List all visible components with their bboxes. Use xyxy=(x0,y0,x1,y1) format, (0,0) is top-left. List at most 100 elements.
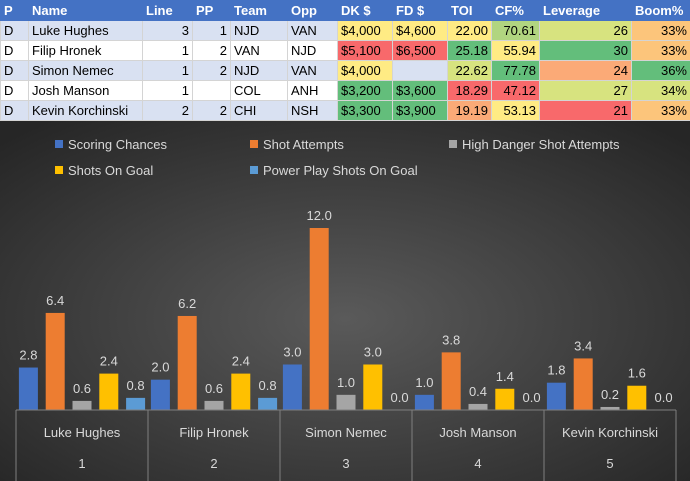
cell-cf[interactable]: 53.13 xyxy=(491,100,540,121)
cell-toi[interactable]: 19.19 xyxy=(447,100,492,121)
cell-p[interactable]: D xyxy=(0,60,29,81)
bar-high-danger-shot-attempts-simon-nemec[interactable] xyxy=(336,394,356,410)
bar-scoring-chances-kevin-korchinski[interactable] xyxy=(546,382,566,410)
cell-dk[interactable]: $5,100 xyxy=(337,40,393,61)
cell-cf[interactable]: 55.94 xyxy=(491,40,540,61)
cell-leverage[interactable]: 24 xyxy=(539,60,632,81)
cell-boom[interactable]: 36% xyxy=(631,60,690,81)
cell-boom[interactable]: 33% xyxy=(631,100,690,121)
cell-boom[interactable]: 33% xyxy=(631,40,690,61)
cell-p[interactable]: D xyxy=(0,40,29,61)
bar-high-danger-shot-attempts-josh-manson[interactable] xyxy=(468,403,488,410)
cell-pp[interactable]: 2 xyxy=(192,40,231,61)
bar-shot-attempts-josh-manson[interactable] xyxy=(441,352,461,410)
cell-opp[interactable]: VAN xyxy=(287,60,338,81)
cell-toi[interactable]: 18.29 xyxy=(447,80,492,101)
cell-pp[interactable] xyxy=(192,80,231,101)
cell-leverage[interactable]: 21 xyxy=(539,100,632,121)
col-header-opp[interactable]: Opp xyxy=(287,0,338,21)
cell-leverage[interactable]: 26 xyxy=(539,20,632,41)
legend-item-shots-on-goal[interactable]: Shots On Goal xyxy=(55,163,153,178)
bar-high-danger-shot-attempts-kevin-korchinski[interactable] xyxy=(600,406,620,410)
cell-pp[interactable]: 1 xyxy=(192,20,231,41)
col-header-cf[interactable]: CF% xyxy=(491,0,540,21)
cell-line[interactable]: 1 xyxy=(142,60,193,81)
cell-name[interactable]: Kevin Korchinski xyxy=(28,100,143,121)
cell-team[interactable]: NJD xyxy=(230,20,288,41)
cell-name[interactable]: Filip Hronek xyxy=(28,40,143,61)
cell-toi[interactable]: 22.62 xyxy=(447,60,492,81)
legend-item-shot-attempts[interactable]: Shot Attempts xyxy=(250,137,344,152)
cell-leverage[interactable]: 30 xyxy=(539,40,632,61)
cell-cf[interactable]: 70.61 xyxy=(491,20,540,41)
cell-line[interactable]: 3 xyxy=(142,20,193,41)
cell-team[interactable]: CHI xyxy=(230,100,288,121)
bar-shots-on-goal-luke-hughes[interactable] xyxy=(99,373,119,410)
cell-fd[interactable]: $3,900 xyxy=(392,100,448,121)
cell-team[interactable]: COL xyxy=(230,80,288,101)
col-header-leverage[interactable]: Leverage xyxy=(539,0,632,21)
cell-cf[interactable]: 77.78 xyxy=(491,60,540,81)
col-header-pp[interactable]: PP xyxy=(192,0,231,21)
cell-opp[interactable]: ANH xyxy=(287,80,338,101)
bar-scoring-chances-josh-manson[interactable] xyxy=(414,394,434,410)
col-header-dk[interactable]: DK $ xyxy=(337,0,393,21)
col-header-line[interactable]: Line xyxy=(142,0,193,21)
bar-scoring-chances-filip-hronek[interactable] xyxy=(150,379,170,410)
cell-fd[interactable]: $6,500 xyxy=(392,40,448,61)
cell-dk[interactable]: $3,300 xyxy=(337,100,393,121)
cell-boom[interactable]: 33% xyxy=(631,20,690,41)
cell-pp[interactable]: 2 xyxy=(192,100,231,121)
cell-line[interactable]: 1 xyxy=(142,40,193,61)
bar-high-danger-shot-attempts-luke-hughes[interactable] xyxy=(72,400,92,410)
legend-item-power-play-shots-on-goal[interactable]: Power Play Shots On Goal xyxy=(250,163,418,178)
bar-shots-on-goal-kevin-korchinski[interactable] xyxy=(627,385,647,410)
cell-fd[interactable]: $3,600 xyxy=(392,80,448,101)
cell-dk[interactable]: $3,200 xyxy=(337,80,393,101)
col-header-boom[interactable]: Boom% xyxy=(631,0,690,21)
cell-pp[interactable]: 2 xyxy=(192,60,231,81)
bar-shots-on-goal-filip-hronek[interactable] xyxy=(231,373,251,410)
col-header-team[interactable]: Team xyxy=(230,0,288,21)
cell-fd[interactable] xyxy=(392,60,448,81)
bar-shot-attempts-kevin-korchinski[interactable] xyxy=(573,358,593,410)
cell-p[interactable]: D xyxy=(0,20,29,41)
col-header-fd[interactable]: FD $ xyxy=(392,0,448,21)
cell-boom[interactable]: 34% xyxy=(631,80,690,101)
table-row: D Luke Hughes 3 1 NJD VAN $4,000 $4,600 … xyxy=(0,20,690,41)
cell-line[interactable]: 2 xyxy=(142,100,193,121)
bar-scoring-chances-simon-nemec[interactable] xyxy=(282,364,302,411)
cell-cf[interactable]: 47.12 xyxy=(491,80,540,101)
col-header-name[interactable]: Name xyxy=(28,0,143,21)
bar-shots-on-goal-josh-manson[interactable] xyxy=(495,388,515,410)
bar-shot-attempts-simon-nemec[interactable] xyxy=(309,228,329,410)
legend-item-high-danger-shot-attempts[interactable]: High Danger Shot Attempts xyxy=(449,137,620,152)
cell-opp[interactable]: NJD xyxy=(287,40,338,61)
bar-shots-on-goal-simon-nemec[interactable] xyxy=(363,364,383,411)
bar-power-play-shots-on-goal-luke-hughes[interactable] xyxy=(126,397,146,410)
cell-dk[interactable]: $4,000 xyxy=(337,60,393,81)
cell-p[interactable]: D xyxy=(0,80,29,101)
bar-power-play-shots-on-goal-filip-hronek[interactable] xyxy=(258,397,278,410)
col-header-toi[interactable]: TOI xyxy=(447,0,492,21)
cell-opp[interactable]: VAN xyxy=(287,20,338,41)
cell-leverage[interactable]: 27 xyxy=(539,80,632,101)
cell-toi[interactable]: 25.18 xyxy=(447,40,492,61)
cell-line[interactable]: 1 xyxy=(142,80,193,101)
cell-dk[interactable]: $4,000 xyxy=(337,20,393,41)
bar-scoring-chances-luke-hughes[interactable] xyxy=(18,367,38,410)
cell-name[interactable]: Luke Hughes xyxy=(28,20,143,41)
cell-team[interactable]: NJD xyxy=(230,60,288,81)
bar-shot-attempts-luke-hughes[interactable] xyxy=(45,312,65,410)
cell-p[interactable]: D xyxy=(0,100,29,121)
cell-toi[interactable]: 22.00 xyxy=(447,20,492,41)
legend-item-scoring-chances[interactable]: Scoring Chances xyxy=(55,137,167,152)
bar-high-danger-shot-attempts-filip-hronek[interactable] xyxy=(204,400,224,410)
cell-opp[interactable]: NSH xyxy=(287,100,338,121)
bar-shot-attempts-filip-hronek[interactable] xyxy=(177,315,197,410)
cell-team[interactable]: VAN xyxy=(230,40,288,61)
cell-name[interactable]: Josh Manson xyxy=(28,80,143,101)
cell-name[interactable]: Simon Nemec xyxy=(28,60,143,81)
cell-fd[interactable]: $4,600 xyxy=(392,20,448,41)
col-header-p[interactable]: P xyxy=(0,0,29,21)
